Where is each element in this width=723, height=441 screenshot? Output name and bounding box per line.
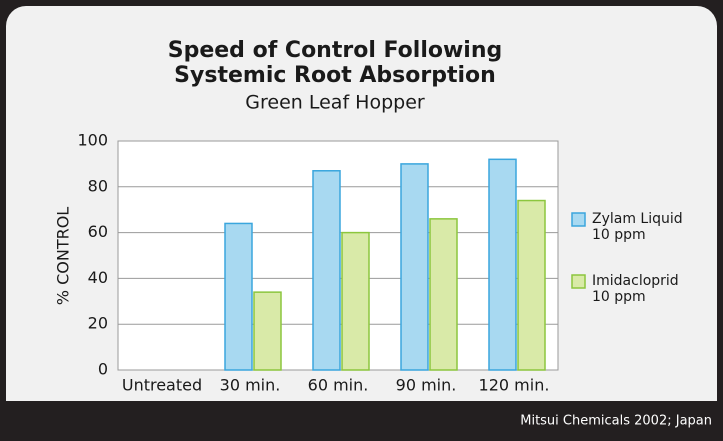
legend-swatch xyxy=(571,274,586,289)
legend-swatch xyxy=(571,212,586,227)
footer xyxy=(0,401,723,441)
bar xyxy=(312,170,341,371)
x-tick-label: 30 min. xyxy=(220,376,281,395)
y-tick-label: 80 xyxy=(88,176,108,195)
x-tick-label: 90 min. xyxy=(396,376,457,395)
chart-title: Speed of Control Following xyxy=(168,38,503,63)
bar xyxy=(341,231,370,371)
y-tick-label: 0 xyxy=(98,360,108,379)
x-tick-label: 60 min. xyxy=(308,376,369,395)
legend-label: Imidacloprid 10 ppm xyxy=(592,273,679,305)
bar xyxy=(517,199,546,371)
chart-title: Systemic Root Absorption xyxy=(174,63,496,88)
x-tick-label: 120 min. xyxy=(479,376,550,395)
source: Mitsui Chemicals 2002; Japan xyxy=(520,414,712,429)
chart-subtitle: Green Leaf Hopper xyxy=(245,92,425,114)
y-tick-label: 40 xyxy=(88,268,108,287)
y-axis-label: % CONTROL xyxy=(54,207,73,306)
legend-label: Zylam Liquid 10 ppm xyxy=(592,211,683,243)
bar xyxy=(400,163,429,371)
bar xyxy=(429,218,458,371)
bar xyxy=(224,222,253,371)
y-tick-label: 100 xyxy=(77,131,108,150)
x-tick-label: Untreated xyxy=(122,376,202,395)
y-tick-label: 60 xyxy=(88,222,108,241)
y-tick-label: 20 xyxy=(88,314,108,333)
bar xyxy=(253,291,282,371)
bar xyxy=(488,158,517,371)
